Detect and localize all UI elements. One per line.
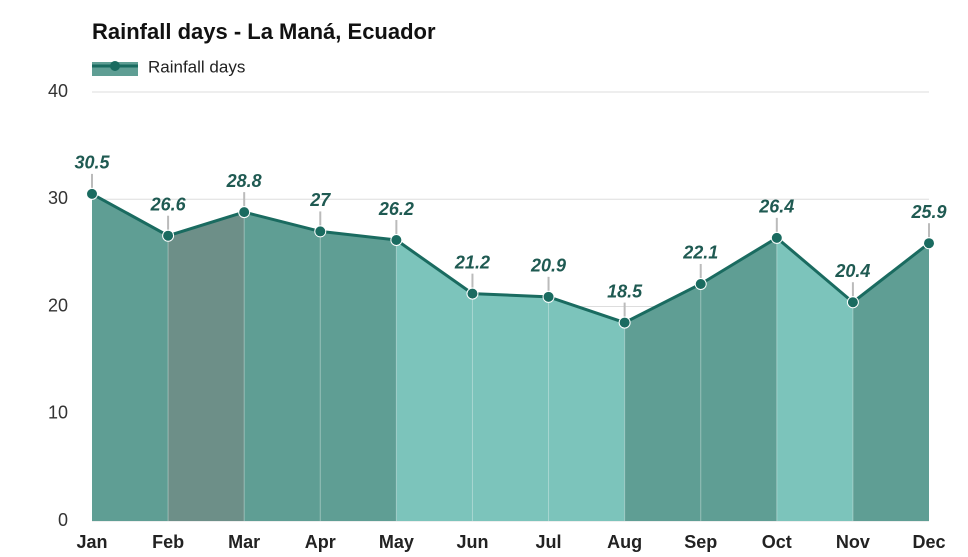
data-label: 25.9 xyxy=(910,202,946,222)
x-tick-label: Jul xyxy=(536,532,562,552)
data-label: 28.8 xyxy=(226,171,262,191)
point xyxy=(390,234,403,247)
x-tick-label: Jan xyxy=(76,532,107,552)
point xyxy=(238,206,251,219)
x-tick-label: Nov xyxy=(836,532,870,552)
shade-band xyxy=(396,193,473,521)
x-tick-label: Mar xyxy=(228,532,260,552)
y-tick-label: 40 xyxy=(48,81,68,101)
chart-title: Rainfall days - La Maná, Ecuador xyxy=(92,19,436,44)
data-label: 21.2 xyxy=(454,252,490,272)
x-tick-label: May xyxy=(379,532,414,552)
shade-band xyxy=(472,193,549,521)
point xyxy=(86,187,98,200)
data-label: 20.4 xyxy=(834,261,870,281)
x-tick-label: Feb xyxy=(152,532,184,552)
y-tick-label: 10 xyxy=(48,403,68,423)
data-label: 20.9 xyxy=(530,256,566,276)
shade-band xyxy=(700,193,777,521)
shade-band xyxy=(320,193,397,521)
point xyxy=(846,296,859,309)
point xyxy=(162,229,175,242)
point xyxy=(618,316,631,329)
point xyxy=(770,231,783,244)
x-tick-label: Dec xyxy=(912,532,945,552)
point xyxy=(542,290,555,303)
legend: Rainfall days xyxy=(92,57,245,76)
point xyxy=(466,287,479,300)
shade-band xyxy=(244,193,321,521)
data-label: 26.2 xyxy=(378,199,414,219)
data-label: 26.6 xyxy=(150,194,187,214)
data-label: 18.5 xyxy=(607,281,643,301)
data-label: 30.5 xyxy=(74,153,110,173)
shade-band xyxy=(92,193,169,521)
legend-marker xyxy=(110,61,120,71)
shade-band xyxy=(776,193,853,521)
y-tick-label: 0 xyxy=(58,510,68,530)
data-label: 22.1 xyxy=(682,243,718,263)
legend-label: Rainfall days xyxy=(148,57,245,76)
x-tick-label: Oct xyxy=(762,532,792,552)
point xyxy=(694,277,707,290)
point xyxy=(314,225,327,238)
x-tick-label: Apr xyxy=(305,532,336,552)
shade-band xyxy=(168,193,245,521)
x-tick-label: Sep xyxy=(684,532,717,552)
point xyxy=(923,237,935,250)
shade-band xyxy=(852,193,929,521)
y-tick-label: 20 xyxy=(48,295,68,315)
x-tick-label: Jun xyxy=(456,532,488,552)
line xyxy=(91,192,930,325)
shading xyxy=(92,193,929,521)
data-label: 26.4 xyxy=(758,197,794,217)
x-tick-label: Aug xyxy=(607,532,642,552)
data-label: 27 xyxy=(309,190,331,210)
y-tick-label: 30 xyxy=(48,188,68,208)
